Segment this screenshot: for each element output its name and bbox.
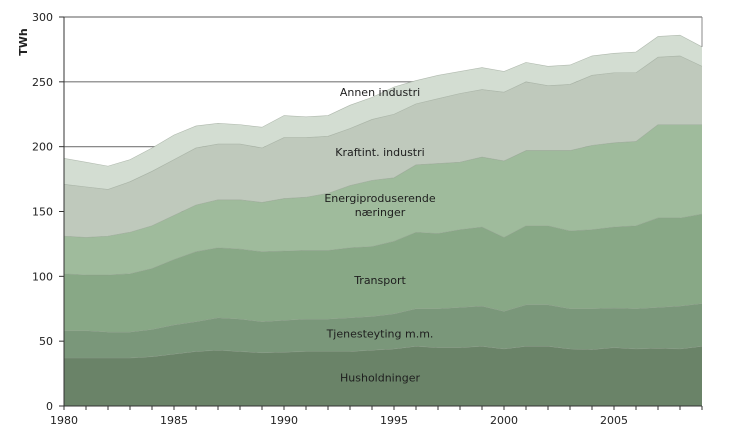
x-tick-label: 1990 [270, 414, 298, 427]
series-label: Transport [353, 274, 406, 287]
series-edge [63, 34, 703, 167]
y-tick-label: 300 [32, 11, 53, 24]
series-labels: Husholdninger Tjenesteyting m.m. Transport… [324, 86, 436, 384]
series-label: Annen industri [340, 86, 420, 99]
y-tick-label: 150 [32, 206, 53, 219]
x-tick-label: 2005 [600, 414, 628, 427]
series-label: Kraftint. industri [335, 146, 424, 159]
area-annen-industri [64, 35, 702, 190]
area-tjenesteyting-m-m- [64, 303, 702, 359]
series-edge [64, 346, 703, 359]
series-edge [63, 124, 702, 238]
x-tick-label: 1985 [160, 414, 188, 427]
series-edge [63, 55, 703, 190]
series-label: Energiproduserende næringer [324, 192, 436, 219]
area-transport [64, 214, 702, 333]
y-tick-label: 100 [32, 270, 53, 283]
series-edge [63, 213, 703, 276]
y-tick-label: 200 [32, 141, 53, 154]
x-tick-label: 2000 [490, 414, 518, 427]
y-tick-label: 50 [39, 335, 53, 348]
area-energiproduserende-næringer [64, 124, 702, 276]
y-axis-title: TWh [17, 28, 30, 55]
x-tick-label: 1980 [50, 414, 78, 427]
series-label: Tjenesteyting m.m. [326, 327, 434, 340]
series-label: Husholdninger [340, 371, 420, 384]
area-kraftint-industri [64, 55, 702, 238]
plot-areas [63, 34, 703, 406]
y-tick-label: 0 [46, 400, 53, 413]
axes: 0 50 100 150 200 250 300 1980 1985 1990 1995 2000 20… [32, 11, 703, 427]
series-edge [64, 303, 703, 333]
y-tick-label: 250 [32, 76, 53, 89]
x-tick-label: 1995 [380, 414, 408, 427]
area-husholdninger [64, 346, 702, 406]
